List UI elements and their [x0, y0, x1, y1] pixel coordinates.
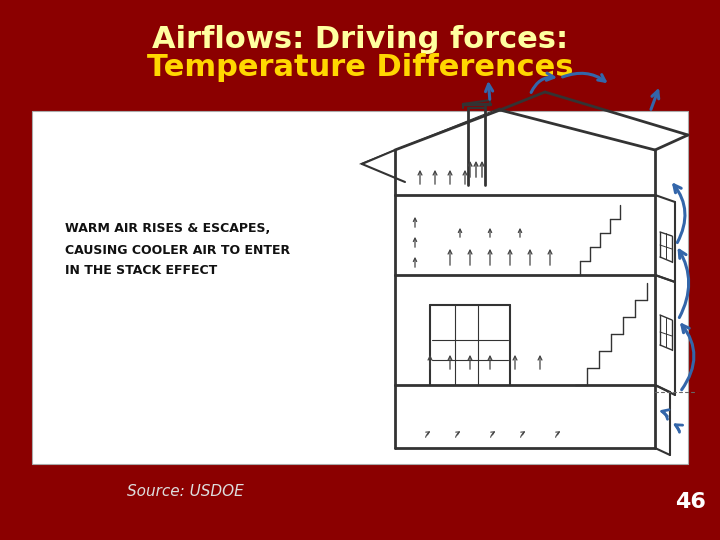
- Text: WARM AIR RISES & ESCAPES,
CAUSING COOLER AIR TO ENTER
IN THE STACK EFFECT: WARM AIR RISES & ESCAPES, CAUSING COOLER…: [65, 222, 290, 278]
- Text: 46: 46: [675, 492, 706, 512]
- Text: Airflows: Driving forces:: Airflows: Driving forces:: [152, 25, 568, 55]
- Text: Temperature Differences: Temperature Differences: [147, 53, 573, 83]
- Text: Source: USDOE: Source: USDOE: [127, 484, 243, 500]
- Bar: [32, 111, 688, 464]
